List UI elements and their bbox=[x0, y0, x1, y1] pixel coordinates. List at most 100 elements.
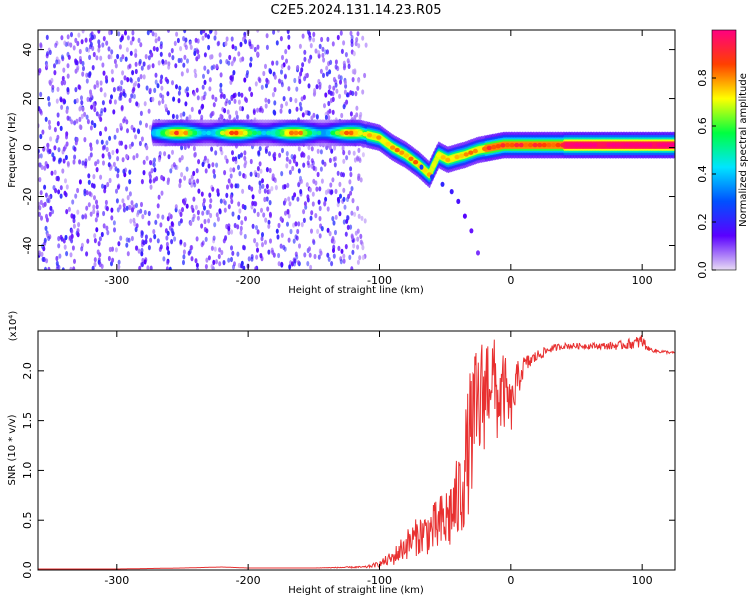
noise-speckle bbox=[51, 152, 55, 158]
noise-speckle bbox=[99, 174, 103, 180]
noise-speckle bbox=[93, 233, 97, 239]
noise-speckle bbox=[243, 204, 247, 211]
noise-speckle bbox=[263, 188, 267, 194]
ridge-core bbox=[468, 150, 474, 155]
noise-speckle bbox=[153, 167, 157, 173]
noise-speckle bbox=[356, 236, 360, 242]
noise-speckle bbox=[48, 49, 52, 56]
noise-speckle bbox=[288, 264, 292, 270]
noise-speckle bbox=[123, 75, 127, 81]
noise-speckle bbox=[116, 173, 120, 179]
noise-speckle bbox=[202, 73, 205, 79]
noise-speckle bbox=[60, 236, 64, 242]
noise-speckle bbox=[123, 116, 127, 122]
noise-speckle bbox=[316, 148, 320, 154]
ridge-core bbox=[353, 130, 359, 136]
noise-speckle bbox=[92, 183, 96, 189]
noise-speckle bbox=[345, 99, 349, 105]
noise-speckle bbox=[307, 155, 311, 161]
noise-speckle bbox=[80, 95, 83, 101]
noise-speckle bbox=[80, 246, 84, 252]
noise-speckle bbox=[118, 140, 122, 146]
ridge-core bbox=[219, 130, 226, 136]
noise-speckle bbox=[56, 175, 60, 181]
noise-speckle bbox=[347, 63, 351, 69]
noise-speckle bbox=[326, 49, 329, 55]
noise-speckle bbox=[126, 128, 129, 134]
noise-speckle bbox=[89, 211, 93, 217]
snr-x-ticks: -300 -200 -100 0 100 bbox=[104, 331, 653, 587]
noise-speckle bbox=[140, 136, 144, 142]
noise-speckle bbox=[171, 80, 174, 86]
noise-speckle bbox=[161, 98, 165, 104]
noise-speckle bbox=[70, 233, 74, 239]
ridge-core bbox=[665, 142, 672, 148]
noise-speckle bbox=[83, 188, 87, 194]
x-tick-label: -200 bbox=[236, 574, 261, 587]
noise-speckle bbox=[203, 218, 207, 225]
noise-speckle bbox=[179, 112, 183, 118]
noise-speckle bbox=[287, 86, 291, 92]
noise-speckle bbox=[92, 208, 96, 215]
noise-speckle bbox=[352, 150, 356, 156]
noise-speckle bbox=[83, 111, 87, 117]
noise-speckle bbox=[207, 255, 211, 261]
noise-speckle bbox=[210, 264, 214, 270]
noise-speckle bbox=[111, 77, 115, 83]
noise-speckle bbox=[111, 246, 114, 252]
noise-speckle bbox=[41, 129, 45, 135]
noise-speckle bbox=[45, 53, 49, 59]
noise-speckle bbox=[336, 34, 340, 41]
noise-speckle bbox=[95, 111, 99, 117]
noise-speckle bbox=[272, 109, 276, 115]
noise-speckle bbox=[66, 63, 70, 69]
noise-speckle bbox=[209, 30, 213, 34]
y-tick-label: 0.5 bbox=[21, 511, 34, 529]
noise-speckle bbox=[308, 37, 312, 43]
noise-speckle bbox=[265, 167, 269, 173]
noise-speckle bbox=[194, 37, 198, 43]
noise-speckle bbox=[342, 150, 346, 156]
noise-speckle bbox=[243, 96, 247, 102]
noise-speckle bbox=[275, 228, 279, 234]
noise-speckle bbox=[271, 249, 275, 255]
noise-speckle bbox=[323, 161, 327, 167]
noise-speckle bbox=[312, 238, 315, 244]
noise-speckle bbox=[261, 183, 265, 189]
noise-speckle bbox=[135, 202, 138, 208]
noise-speckle bbox=[141, 261, 144, 268]
noise-speckle bbox=[310, 210, 314, 216]
noise-speckle bbox=[342, 158, 346, 164]
ridge-core bbox=[160, 130, 166, 136]
noise-speckle bbox=[137, 37, 141, 44]
noise-speckle bbox=[326, 36, 330, 42]
noise-speckle bbox=[171, 149, 174, 155]
noise-speckle bbox=[314, 213, 318, 219]
noise-speckle bbox=[336, 170, 340, 176]
noise-speckle bbox=[130, 200, 134, 206]
x-tick-label: 100 bbox=[632, 274, 653, 287]
noise-speckle bbox=[71, 245, 75, 251]
noise-speckle bbox=[238, 171, 242, 177]
noise-speckle bbox=[210, 54, 214, 60]
noise-speckle bbox=[75, 118, 79, 124]
noise-speckle bbox=[108, 177, 112, 184]
ridge-core bbox=[362, 132, 368, 137]
noise-speckle bbox=[129, 50, 133, 56]
noise-speckle bbox=[178, 178, 182, 184]
noise-speckle bbox=[256, 247, 259, 253]
noise-speckle bbox=[260, 108, 264, 114]
noise-speckle bbox=[167, 154, 171, 160]
noise-speckle bbox=[157, 36, 161, 42]
noise-speckle bbox=[59, 193, 63, 199]
noise-speckle bbox=[356, 85, 360, 91]
noise-speckle bbox=[66, 162, 70, 168]
noise-speckle bbox=[233, 98, 237, 104]
noise-speckle bbox=[196, 49, 200, 55]
ridge-core bbox=[298, 130, 304, 136]
noise-speckle bbox=[249, 171, 253, 177]
noise-speckle bbox=[76, 65, 80, 71]
noise-speckle bbox=[156, 203, 160, 209]
noise-speckle bbox=[163, 151, 167, 157]
noise-speckle bbox=[310, 115, 314, 121]
